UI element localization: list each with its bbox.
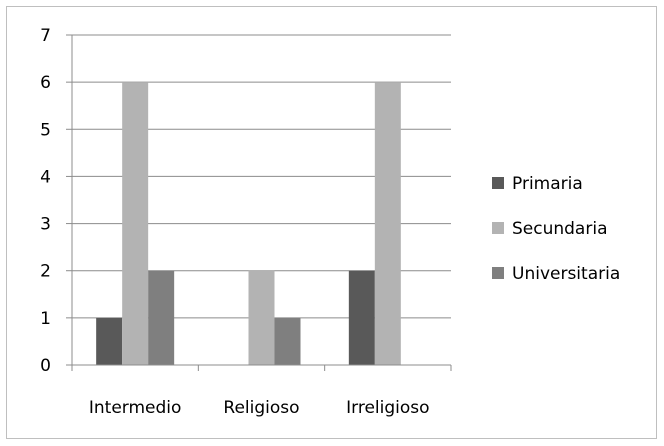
legend-swatch bbox=[492, 267, 504, 279]
y-tick-label: 2 bbox=[40, 262, 51, 282]
legend-label: Primaria bbox=[512, 174, 583, 194]
x-category-labels: Intermedio Religioso Irreligioso bbox=[89, 398, 430, 418]
bar-universitaria bbox=[274, 317, 301, 365]
bar-universitaria bbox=[148, 270, 175, 365]
x-category-label: Intermedio bbox=[89, 398, 182, 418]
legend-label: Secundaria bbox=[512, 219, 607, 239]
y-tick-label: 4 bbox=[40, 167, 51, 187]
chart-frame bbox=[6, 6, 657, 439]
y-tick-label: 0 bbox=[40, 356, 51, 376]
y-tick-label: 5 bbox=[40, 120, 51, 140]
bar-secundaria bbox=[374, 82, 401, 366]
bar-primaria bbox=[96, 317, 123, 365]
legend-swatch bbox=[492, 177, 504, 189]
y-tick-labels: 0 1 2 3 4 5 6 7 bbox=[40, 26, 51, 376]
x-category-label: Irreligioso bbox=[346, 398, 429, 418]
y-tick-label: 7 bbox=[40, 26, 51, 46]
legend-swatch bbox=[492, 222, 504, 234]
bar-primaria bbox=[348, 270, 375, 365]
bar-secundaria bbox=[248, 270, 275, 365]
axes bbox=[66, 34, 452, 371]
legend: Primaria Secundaria Universitaria bbox=[492, 174, 620, 284]
y-tick-label: 3 bbox=[40, 215, 51, 235]
y-tick-label: 1 bbox=[40, 309, 51, 329]
x-category-label: Religioso bbox=[223, 398, 299, 418]
bars bbox=[96, 82, 401, 366]
legend-label: Universitaria bbox=[512, 264, 620, 284]
bar-secundaria bbox=[122, 82, 149, 366]
y-tick-label: 6 bbox=[40, 73, 51, 93]
